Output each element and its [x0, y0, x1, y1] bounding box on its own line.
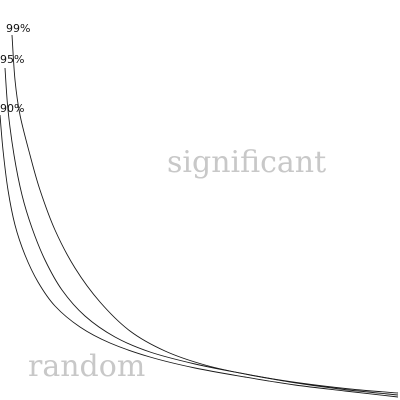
curve-90-percent [0, 114, 399, 398]
region-label-significant: significant [167, 145, 326, 180]
curve-group [0, 34, 399, 398]
curve-label-95: 95% [0, 53, 24, 66]
curve-label-90: 90% [0, 102, 24, 115]
curve-label-99: 99% [6, 22, 30, 35]
region-label-random: random [28, 349, 145, 384]
curve-99-percent [11, 34, 399, 394]
curve-95-percent [4, 67, 399, 396]
